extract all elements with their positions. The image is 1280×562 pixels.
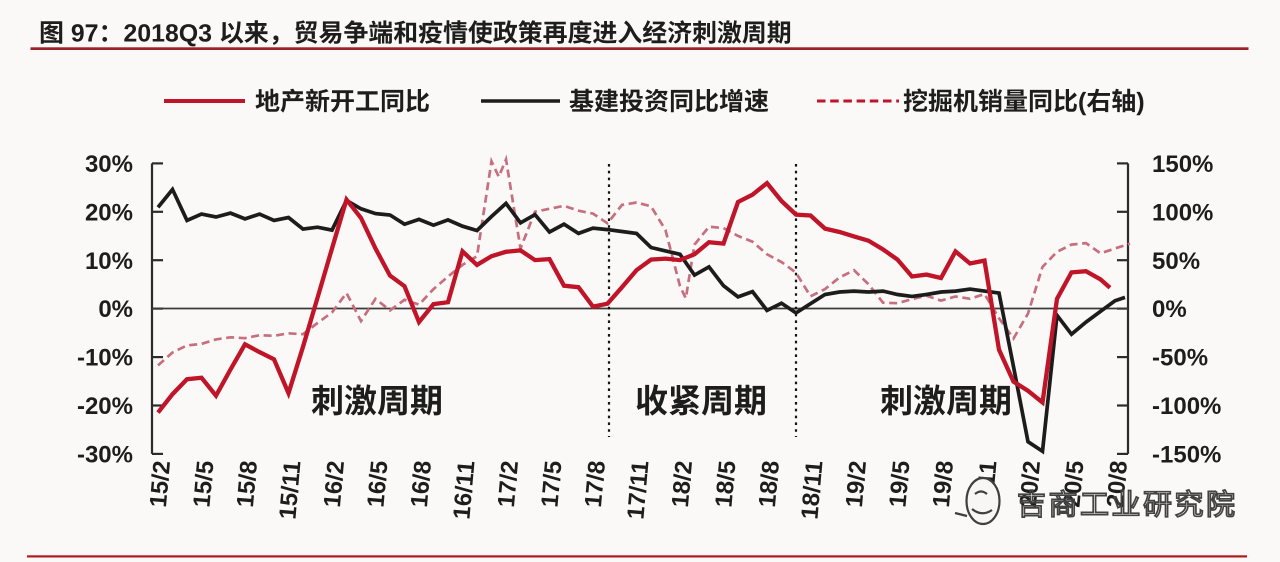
svg-text:15/2: 15/2 [145,460,176,509]
svg-text:19/8: 19/8 [928,460,959,509]
svg-text:-150%: -150% [1152,442,1221,469]
svg-text:18/5: 18/5 [711,460,742,509]
svg-text:20%: 20% [85,199,133,226]
svg-text:30%: 30% [85,151,133,178]
svg-text:18/8: 18/8 [754,460,785,509]
svg-text:18/11: 18/11 [796,460,828,521]
svg-text:150%: 150% [1152,151,1213,178]
svg-text:17/8: 17/8 [580,460,611,509]
svg-text:19/5: 19/5 [885,460,916,509]
svg-text:50%: 50% [1152,248,1200,275]
svg-text:-100%: -100% [1152,393,1221,420]
svg-text:18/2: 18/2 [667,460,698,509]
svg-text:0%: 0% [1152,296,1187,323]
svg-text:15/5: 15/5 [189,460,220,509]
svg-text:17/5: 17/5 [537,460,568,509]
svg-text:15/8: 15/8 [232,460,263,509]
svg-text:0%: 0% [98,296,133,323]
svg-text:17/2: 17/2 [493,460,524,509]
svg-text:-10%: -10% [77,345,133,372]
svg-text:16/8: 16/8 [406,460,437,509]
svg-text:-30%: -30% [77,442,133,469]
svg-text:-50%: -50% [1152,345,1208,372]
svg-text:16/11: 16/11 [448,460,480,521]
svg-text:-20%: -20% [77,393,133,420]
svg-text:100%: 100% [1152,199,1213,226]
svg-text:15/11: 15/11 [274,460,306,521]
svg-text:10%: 10% [85,248,133,275]
svg-text:16/2: 16/2 [319,460,350,509]
svg-text:17/11: 17/11 [622,460,654,521]
svg-text:16/5: 16/5 [363,460,394,509]
svg-text:19/2: 19/2 [841,460,872,509]
